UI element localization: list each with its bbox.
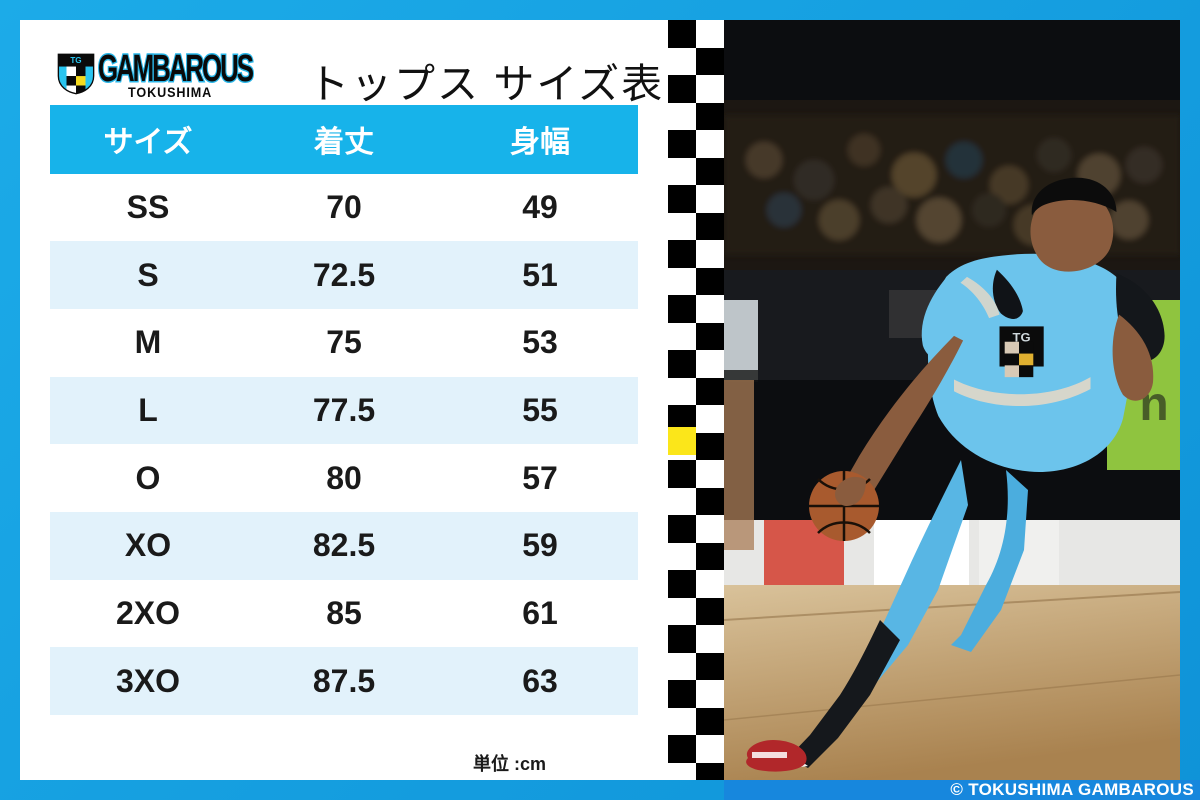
svg-text:TG: TG	[70, 56, 81, 65]
